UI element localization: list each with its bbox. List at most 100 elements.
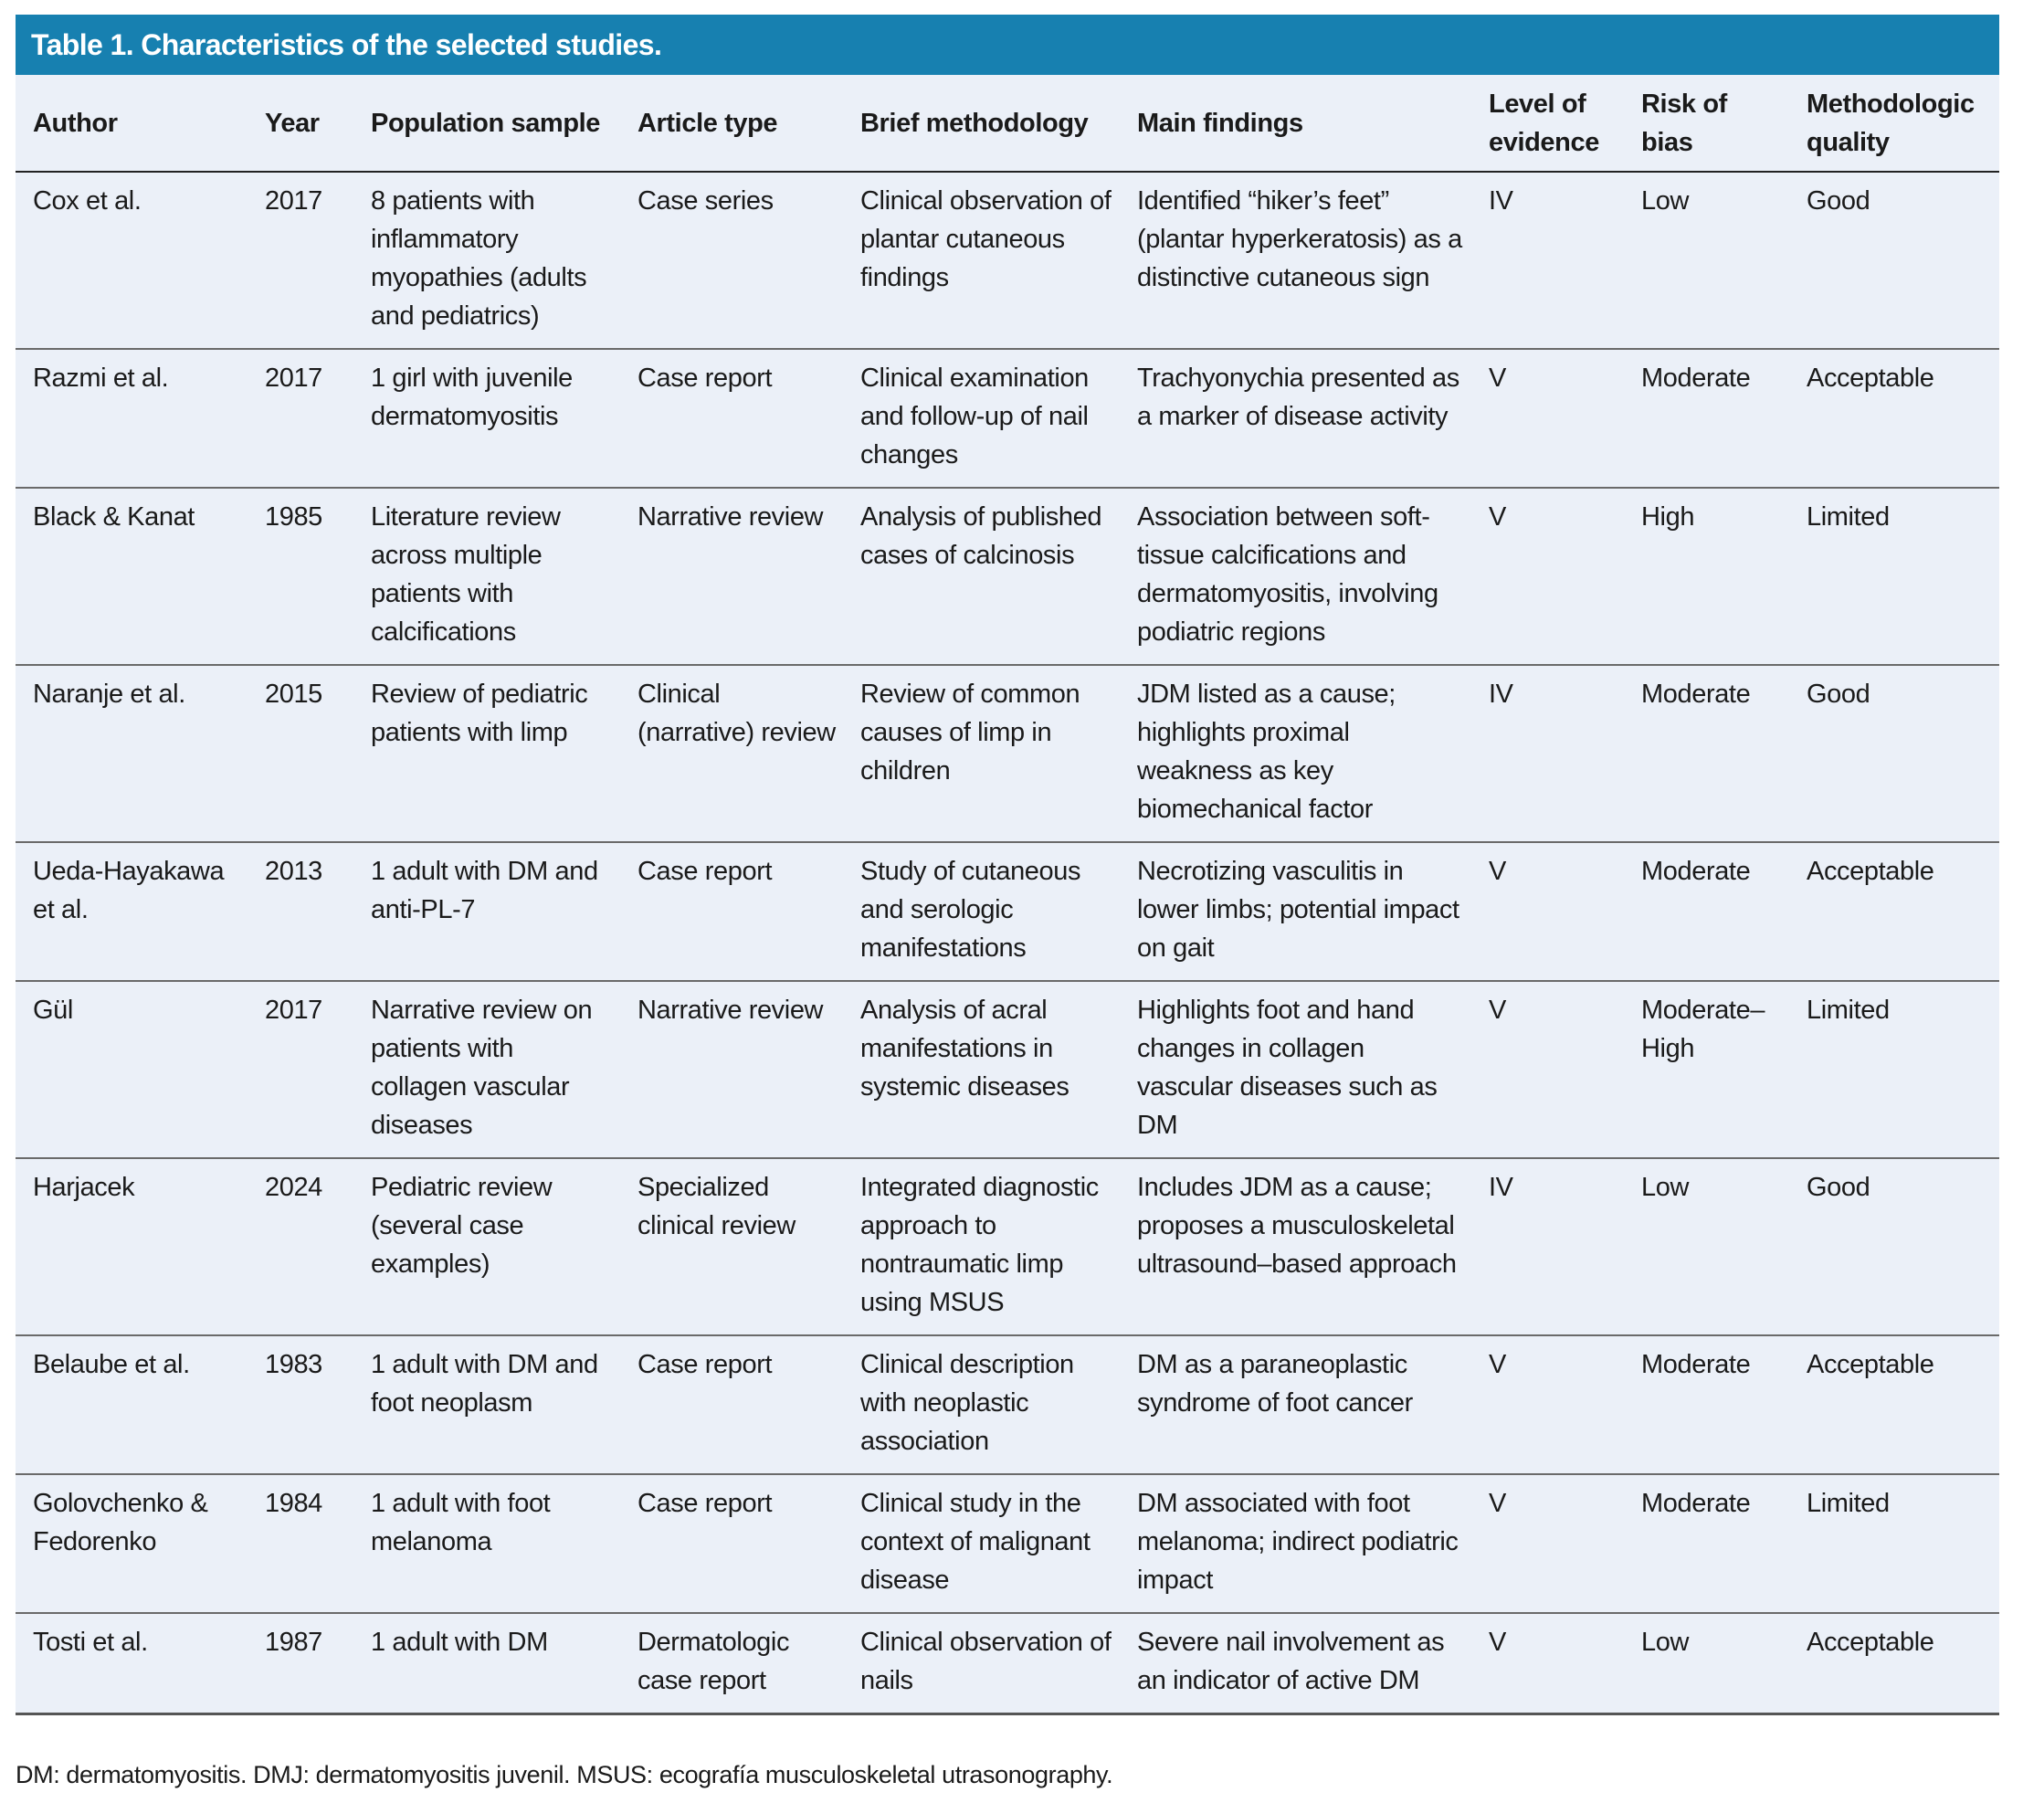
cell-methodologic-quality: Good <box>1789 665 1999 843</box>
table-title: Table 1. Characteristics of the selected… <box>16 15 1999 75</box>
cell-brief-methodology: Clinical study in the context of maligna… <box>843 1474 1120 1614</box>
cell-methodologic-quality: Acceptable <box>1789 1613 1999 1715</box>
cell-author: Harjacek <box>16 1158 248 1336</box>
cell-author: Tosti et al. <box>16 1613 248 1715</box>
cell-risk-of-bias: Moderate <box>1624 665 1789 843</box>
column-header-methodologic-quality: Methodologic quality <box>1789 75 1999 173</box>
footnote: DM: dermatomyositis. DMJ: dermatomyositi… <box>16 1761 1113 1788</box>
cell-level-of-evidence: V <box>1471 842 1624 982</box>
cell-author: Gül <box>16 981 248 1159</box>
cell-brief-methodology: Analysis of published cases of calcinosi… <box>843 488 1120 666</box>
cell-population-sample: 8 patients with inflammatory myopathies … <box>353 172 620 350</box>
cell-level-of-evidence: IV <box>1471 665 1624 843</box>
cell-year: 2015 <box>248 665 353 843</box>
cell-article-type: Case report <box>620 1335 843 1475</box>
cell-main-findings: DM as a paraneoplastic syndrome of foot … <box>1120 1335 1471 1475</box>
table-row: Gül 2017 Narrative review on patients with… <box>16 981 1999 1159</box>
cell-methodologic-quality: Good <box>1789 1158 1999 1336</box>
column-header-author: Author <box>16 75 248 173</box>
cell-article-type: Case report <box>620 842 843 982</box>
cell-risk-of-bias: Low <box>1624 1613 1789 1715</box>
cell-year: 2017 <box>248 172 353 350</box>
cell-brief-methodology: Clinical description with neoplastic ass… <box>843 1335 1120 1475</box>
cell-main-findings: DM associated with foot melanoma; indire… <box>1120 1474 1471 1614</box>
cell-level-of-evidence: V <box>1471 488 1624 666</box>
table-container: Table 1. Characteristics of the selected… <box>16 15 1999 1715</box>
cell-risk-of-bias: Moderate <box>1624 1474 1789 1614</box>
table-row: Tosti et al. 1987 1 adult with DM Dermatolo… <box>16 1613 1999 1715</box>
cell-year: 2017 <box>248 981 353 1159</box>
cell-brief-methodology: Integrated diagnostic approach to nontra… <box>843 1158 1120 1336</box>
table-row: Golovchenko & Fedorenko 1984 1 adult with … <box>16 1474 1999 1614</box>
cell-main-findings: Identified “hiker’s feet” (plantar hyper… <box>1120 172 1471 350</box>
cell-methodologic-quality: Limited <box>1789 1474 1999 1614</box>
cell-brief-methodology: Study of cutaneous and serologic manifes… <box>843 842 1120 982</box>
cell-article-type: Case series <box>620 172 843 350</box>
cell-author: Belaube et al. <box>16 1335 248 1475</box>
cell-population-sample: 1 adult with foot melanoma <box>353 1474 620 1614</box>
cell-methodologic-quality: Acceptable <box>1789 1335 1999 1475</box>
cell-brief-methodology: Clinical observation of nails <box>843 1613 1120 1715</box>
cell-methodologic-quality: Limited <box>1789 488 1999 666</box>
cell-population-sample: Pediatric review (several case examples) <box>353 1158 620 1336</box>
cell-article-type: Dermatologic case report <box>620 1613 843 1715</box>
cell-risk-of-bias: Moderate <box>1624 349 1789 489</box>
table-row: Belaube et al. 1983 1 adult with DM and fo… <box>16 1335 1999 1475</box>
column-header-risk-of-bias: Risk of bias <box>1624 75 1789 173</box>
cell-level-of-evidence: IV <box>1471 172 1624 350</box>
cell-brief-methodology: Clinical examination and follow-up of na… <box>843 349 1120 489</box>
cell-author: Ueda-Hayakawa et al. <box>16 842 248 982</box>
cell-author: Cox et al. <box>16 172 248 350</box>
cell-methodologic-quality: Acceptable <box>1789 842 1999 982</box>
cell-methodologic-quality: Acceptable <box>1789 349 1999 489</box>
cell-risk-of-bias: Moderate <box>1624 1335 1789 1475</box>
table-body: Cox et al. 2017 8 patients with inflammato… <box>16 172 1999 1715</box>
cell-year: 1983 <box>248 1335 353 1475</box>
cell-population-sample: 1 adult with DM <box>353 1613 620 1715</box>
cell-article-type: Narrative review <box>620 981 843 1159</box>
table-row: Ueda-Hayakawa et al. 2013 1 adult with DM … <box>16 842 1999 982</box>
cell-author: Golovchenko & Fedorenko <box>16 1474 248 1614</box>
cell-level-of-evidence: V <box>1471 1335 1624 1475</box>
cell-year: 2017 <box>248 349 353 489</box>
cell-population-sample: 1 adult with DM and foot neoplasm <box>353 1335 620 1475</box>
cell-level-of-evidence: V <box>1471 1613 1624 1715</box>
cell-population-sample: Review of pediatric patients with limp <box>353 665 620 843</box>
cell-risk-of-bias: Low <box>1624 1158 1789 1336</box>
cell-main-findings: Highlights foot and hand changes in coll… <box>1120 981 1471 1159</box>
cell-main-findings: Association between soft-tissue calcific… <box>1120 488 1471 666</box>
cell-article-type: Specialized clinical review <box>620 1158 843 1336</box>
header-row: Author Year Population sample Article type B… <box>16 75 1999 173</box>
cell-population-sample: Narrative review on patients with collag… <box>353 981 620 1159</box>
cell-author: Naranje et al. <box>16 665 248 843</box>
cell-methodologic-quality: Limited <box>1789 981 1999 1159</box>
cell-risk-of-bias: Low <box>1624 172 1789 350</box>
studies-table: Author Year Population sample Article type B… <box>16 75 1999 1715</box>
cell-year: 1985 <box>248 488 353 666</box>
cell-main-findings: Severe nail involvement as an indicator … <box>1120 1613 1471 1715</box>
column-header-main-findings: Main findings <box>1120 75 1471 173</box>
table-row: Cox et al. 2017 8 patients with inflammato… <box>16 172 1999 350</box>
cell-year: 2013 <box>248 842 353 982</box>
cell-main-findings: Trachyonychia presented as a marker of d… <box>1120 349 1471 489</box>
cell-risk-of-bias: Moderate–High <box>1624 981 1789 1159</box>
cell-author: Razmi et al. <box>16 349 248 489</box>
cell-level-of-evidence: V <box>1471 981 1624 1159</box>
cell-article-type: Case report <box>620 349 843 489</box>
column-header-year: Year <box>248 75 353 173</box>
cell-article-type: Case report <box>620 1474 843 1614</box>
cell-level-of-evidence: V <box>1471 349 1624 489</box>
column-header-article-type: Article type <box>620 75 843 173</box>
table-row: Harjacek 2024 Pediatric review (several ca… <box>16 1158 1999 1336</box>
cell-brief-methodology: Analysis of acral manifestations in syst… <box>843 981 1120 1159</box>
cell-population-sample: Literature review across multiple patien… <box>353 488 620 666</box>
cell-author: Black & Kanat <box>16 488 248 666</box>
cell-main-findings: JDM listed as a cause; highlights proxim… <box>1120 665 1471 843</box>
column-header-population-sample: Population sample <box>353 75 620 173</box>
table-row: Naranje et al. 2015 Review of pediatric pa… <box>16 665 1999 843</box>
cell-risk-of-bias: Moderate <box>1624 842 1789 982</box>
column-header-brief-methodology: Brief methodology <box>843 75 1120 173</box>
cell-year: 1987 <box>248 1613 353 1715</box>
cell-methodologic-quality: Good <box>1789 172 1999 350</box>
cell-population-sample: 1 adult with DM and anti-PL-7 <box>353 842 620 982</box>
